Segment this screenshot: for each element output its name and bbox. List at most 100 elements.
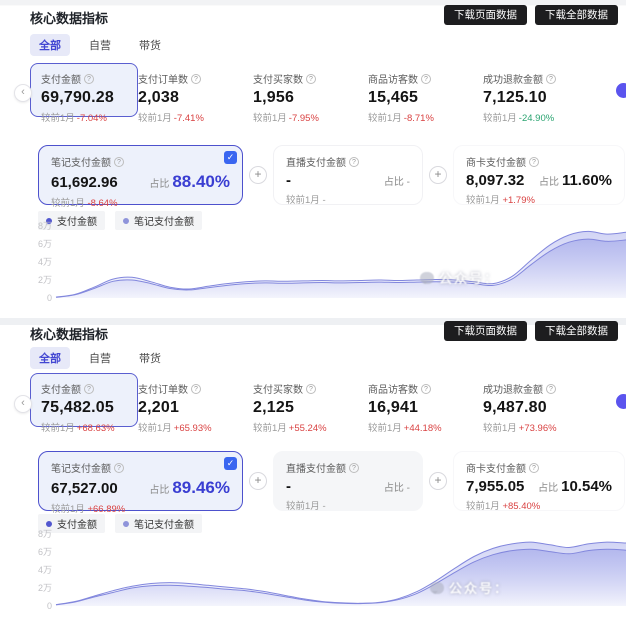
legend-dot-icon bbox=[123, 520, 129, 527]
stat-value: 15,465 bbox=[368, 89, 419, 106]
tab-affiliate[interactable]: 带货 bbox=[139, 353, 161, 365]
chart-legend: 支付金额 笔记支付金额 bbox=[38, 211, 202, 230]
stat-value: 2,125 bbox=[253, 399, 295, 416]
stat-card-visitor-count[interactable]: 商品访客数? 15,465 较前1月 -8.71% bbox=[368, 63, 483, 124]
stat-value: 9,487.80 bbox=[483, 399, 547, 416]
legend-dot-icon bbox=[123, 217, 129, 224]
panel-header: 核心数据指标 下载页面数据 下载全部数据 bbox=[0, 5, 626, 27]
stats-row: 支付金额? 69,790.28 较前1月 -7.04% 支付订单数? 2,038 … bbox=[0, 63, 626, 124]
tab-all[interactable]: 全部 bbox=[30, 347, 70, 369]
card-label: 笔记支付金额 bbox=[51, 158, 111, 169]
share-value: 89.46% bbox=[172, 478, 230, 497]
card-delta: 较前1月 - bbox=[286, 501, 326, 512]
legend-item-payment[interactable]: 支付金额 bbox=[38, 211, 105, 230]
share-label: 占比 - bbox=[383, 177, 410, 188]
goods-card-payment-card[interactable]: 商卡支付金额? 8,097.32 占比 11.60% 较前1月 +1.79% bbox=[453, 145, 625, 206]
legend-item-payment[interactable]: 支付金额 bbox=[38, 514, 105, 533]
share-label: 占比 bbox=[538, 483, 559, 494]
stat-card-buyer-count[interactable]: 支付买家数? 2,125 较前1月 +55.24% bbox=[253, 373, 368, 434]
info-icon[interactable]: ? bbox=[306, 383, 316, 394]
stat-delta: 较前1月 +55.24% bbox=[253, 423, 327, 434]
plus-icon: + bbox=[249, 166, 267, 184]
stat-label: 支付金额 bbox=[41, 75, 81, 86]
info-icon[interactable]: ? bbox=[114, 462, 124, 473]
tab-self-operated[interactable]: 自营 bbox=[89, 353, 111, 365]
info-icon[interactable]: ? bbox=[349, 156, 359, 167]
stat-label: 支付订单数 bbox=[138, 385, 188, 396]
info-icon[interactable]: ? bbox=[114, 156, 124, 167]
carousel-prev-button[interactable]: ‹ bbox=[14, 84, 32, 102]
legend-item-note-payment[interactable]: 笔记支付金额 bbox=[115, 211, 202, 230]
card-value: 67,527.00 bbox=[51, 480, 118, 497]
card-label: 直播支付金额 bbox=[286, 464, 346, 475]
tab-self-operated[interactable]: 自营 bbox=[89, 40, 111, 52]
legend-dot-icon bbox=[46, 520, 52, 527]
panel-header: 核心数据指标 下载页面数据 下载全部数据 bbox=[0, 321, 626, 343]
stat-card-visitor-count[interactable]: 商品访客数? 16,941 较前1月 +44.18% bbox=[368, 373, 483, 434]
floating-side-badge[interactable] bbox=[616, 394, 626, 409]
info-icon[interactable]: ? bbox=[191, 383, 201, 394]
info-icon[interactable]: ? bbox=[546, 73, 556, 84]
checkbox-checked-icon[interactable]: ✓ bbox=[224, 151, 237, 164]
share-label: 占比 bbox=[149, 179, 170, 190]
stat-label: 商品访客数 bbox=[368, 385, 418, 396]
checkbox-checked-icon[interactable]: ✓ bbox=[224, 457, 237, 470]
card-value: 8,097.32 bbox=[466, 172, 525, 189]
note-payment-card[interactable]: 笔记支付金额? ✓ 67,527.00 占比 89.46% 较前1月 +66.8… bbox=[38, 451, 243, 515]
share-value: 88.40% bbox=[172, 172, 230, 191]
info-icon[interactable]: ? bbox=[529, 156, 539, 167]
download-all-data-button[interactable]: 下载全部数据 bbox=[535, 5, 618, 25]
stat-delta: 较前1月 +44.18% bbox=[368, 423, 442, 434]
info-icon[interactable]: ? bbox=[529, 462, 539, 473]
info-icon[interactable]: ? bbox=[84, 73, 94, 84]
tab-affiliate[interactable]: 带货 bbox=[139, 40, 161, 52]
share-value: 11.60% bbox=[561, 172, 612, 189]
stat-value: 2,201 bbox=[138, 399, 180, 416]
download-page-data-button[interactable]: 下载页面数据 bbox=[444, 321, 527, 341]
stat-card-refund-amount[interactable]: 成功退款金额? 9,487.80 较前1月 +73.96% bbox=[483, 373, 598, 434]
floating-side-badge[interactable] bbox=[616, 83, 626, 98]
stat-card-buyer-count[interactable]: 支付买家数? 1,956 较前1月 -7.95% bbox=[253, 63, 368, 124]
tab-all[interactable]: 全部 bbox=[30, 34, 70, 56]
download-all-data-button[interactable]: 下载全部数据 bbox=[535, 321, 618, 341]
card-delta: 较前1月 +66.89% bbox=[51, 504, 126, 515]
trend-chart[interactable]: 8万 6万 4万 2万 0 公众号： bbox=[0, 525, 626, 621]
goods-card-payment-card[interactable]: 商卡支付金额? 7,955.05 占比 10.54% 较前1月 +85.40% bbox=[453, 451, 625, 512]
share-label: 占比 bbox=[538, 177, 559, 188]
section-divider bbox=[0, 318, 626, 325]
info-icon[interactable]: ? bbox=[546, 383, 556, 394]
top-clipped-strip bbox=[0, 0, 626, 6]
trend-chart[interactable]: 8万 6万 4万 2万 0 公众号： bbox=[0, 220, 626, 318]
download-page-data-button[interactable]: 下载页面数据 bbox=[444, 5, 527, 25]
legend-dot-icon bbox=[46, 217, 52, 224]
stat-card-payment-amount[interactable]: 支付金额? 75,482.05 较前1月 +68.63% bbox=[30, 373, 138, 434]
note-payment-card[interactable]: 笔记支付金额? ✓ 61,692.96 占比 88.40% 较前1月 -8.64… bbox=[38, 145, 243, 209]
stat-label: 商品访客数 bbox=[368, 75, 418, 86]
info-icon[interactable]: ? bbox=[421, 383, 431, 394]
carousel-prev-button[interactable]: ‹ bbox=[14, 395, 32, 413]
legend-item-note-payment[interactable]: 笔记支付金额 bbox=[115, 514, 202, 533]
info-icon[interactable]: ? bbox=[191, 73, 201, 84]
info-icon[interactable]: ? bbox=[421, 73, 431, 84]
stat-delta: 较前1月 +73.96% bbox=[483, 423, 557, 434]
stat-delta: 较前1月 +65.93% bbox=[138, 423, 212, 434]
info-icon[interactable]: ? bbox=[306, 73, 316, 84]
stat-card-refund-amount[interactable]: 成功退款金额? 7,125.10 较前1月 -24.90% bbox=[483, 63, 598, 124]
plus-icon: + bbox=[249, 472, 267, 490]
stat-card-order-count[interactable]: 支付订单数? 2,038 较前1月 -7.41% bbox=[138, 63, 253, 124]
live-payment-card[interactable]: 直播支付金额? - 占比 - 较前1月 - bbox=[273, 451, 423, 512]
card-delta: 较前1月 +85.40% bbox=[466, 501, 541, 512]
share-value: 10.54% bbox=[561, 478, 612, 495]
stat-label: 支付订单数 bbox=[138, 75, 188, 86]
card-value: - bbox=[286, 478, 291, 495]
info-icon[interactable]: ? bbox=[84, 383, 94, 394]
stat-value: 69,790.28 bbox=[41, 89, 114, 106]
stat-delta: 较前1月 -8.71% bbox=[368, 113, 434, 124]
stat-delta: 较前1月 -7.95% bbox=[253, 113, 319, 124]
stat-card-order-count[interactable]: 支付订单数? 2,201 较前1月 +65.93% bbox=[138, 373, 253, 434]
live-payment-card[interactable]: 直播支付金额? - 占比 - 较前1月 - bbox=[273, 145, 423, 206]
card-label: 商卡支付金额 bbox=[466, 464, 526, 475]
stat-card-payment-amount[interactable]: 支付金额? 69,790.28 较前1月 -7.04% bbox=[30, 63, 138, 124]
card-delta: 较前1月 -8.64% bbox=[51, 198, 118, 209]
info-icon[interactable]: ? bbox=[349, 462, 359, 473]
